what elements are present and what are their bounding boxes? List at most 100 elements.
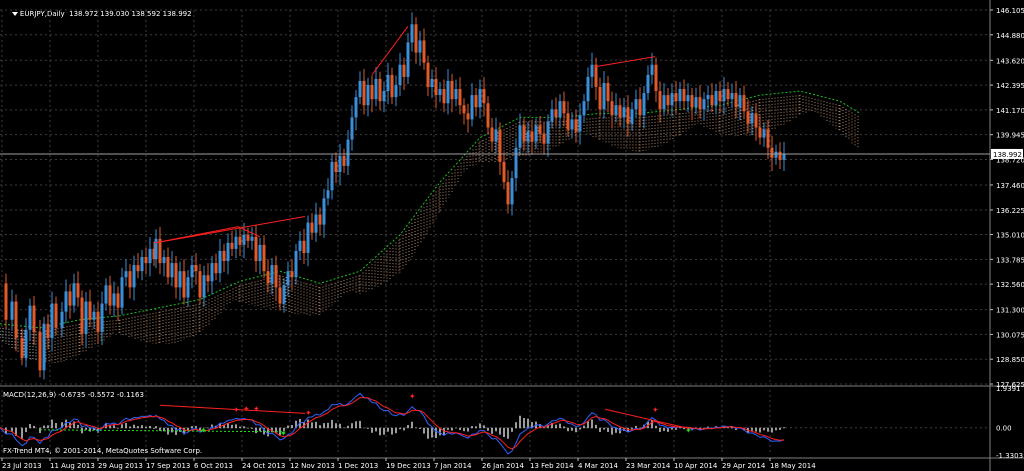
candle-body — [770, 147, 774, 158]
macd-y-tick-label: 1.9391 — [996, 385, 1021, 393]
candle-body — [410, 24, 414, 43]
candle-body — [694, 97, 698, 108]
candle-body — [96, 311, 100, 332]
y-tick-label: 127.625 — [996, 381, 1024, 389]
candle-body — [494, 129, 498, 142]
candle-body — [598, 87, 602, 110]
macd-signal-marker: ✦ — [409, 392, 416, 401]
candle-body — [378, 78, 382, 102]
candle-body — [182, 271, 186, 298]
candle-body — [218, 250, 222, 274]
candle-body — [306, 222, 310, 253]
candle-body — [382, 91, 386, 102]
x-tick-label: 6 Oct 2013 — [194, 462, 233, 470]
candle-body — [112, 293, 116, 306]
candle-body — [746, 111, 750, 124]
candle-body — [262, 244, 266, 272]
candle-body — [92, 311, 96, 320]
candle-body — [338, 155, 342, 173]
divergence-line — [154, 216, 306, 244]
candle-body — [502, 161, 506, 183]
candle-body — [722, 89, 726, 102]
candle-body — [418, 40, 422, 53]
x-tick-label: 1 Dec 2013 — [338, 462, 378, 470]
y-tick-label: 146.105 — [996, 7, 1024, 15]
candle-body — [682, 89, 686, 102]
candle-body — [614, 105, 618, 116]
candles — [4, 12, 786, 380]
candle-body — [322, 198, 326, 225]
candle-body — [762, 129, 766, 138]
y-tick-label: 143.620 — [996, 57, 1024, 65]
x-tick-label: 10 Apr 2014 — [674, 462, 718, 470]
macd-divergence-line — [159, 404, 306, 414]
candle-body — [50, 303, 54, 338]
x-tick-label: 4 Mar 2014 — [578, 462, 618, 470]
candle-body — [574, 119, 578, 132]
candle-body — [302, 240, 306, 253]
x-tick-label: 23 Jul 2013 — [2, 462, 42, 470]
candle-body — [550, 109, 554, 122]
candle-body — [554, 109, 558, 118]
candle-body — [738, 95, 742, 108]
candle-body — [754, 113, 758, 128]
candle-body — [238, 236, 242, 245]
candle-body — [718, 91, 722, 102]
candle-body — [266, 271, 270, 284]
candle-body — [782, 153, 786, 160]
candle-body — [618, 105, 622, 118]
candle-body — [570, 119, 574, 130]
candle-body — [610, 101, 614, 116]
copyright-label: FX-Trend MT4, © 2001-2014, MetaQuotes So… — [3, 447, 203, 455]
candle-body — [350, 117, 354, 140]
x-tick-label: 17 Sep 2013 — [146, 462, 190, 470]
candle-body — [72, 283, 76, 306]
candle-body — [434, 78, 438, 96]
candle-body — [578, 115, 582, 132]
macd-main-line — [0, 392, 785, 455]
candle-body — [702, 99, 706, 110]
candle-body — [630, 109, 634, 124]
candle-body — [370, 84, 374, 100]
x-tick-label: 29 Apr 2014 — [722, 462, 766, 470]
candle-body — [140, 257, 144, 272]
candle-body — [402, 64, 406, 77]
candle-body — [206, 275, 210, 282]
candle-body — [194, 265, 198, 272]
y-tick-label: 132.560 — [996, 281, 1024, 289]
candle-body — [394, 84, 398, 98]
x-tick-label: 12 Nov 2013 — [290, 462, 335, 470]
macd-signal-marker: ✦ — [253, 404, 260, 413]
candle-body — [120, 277, 124, 308]
candle-body — [750, 113, 754, 124]
candle-body — [470, 95, 474, 120]
candle-body — [170, 263, 174, 278]
candle-body — [510, 178, 514, 205]
y-tick-label: 131.300 — [996, 307, 1024, 315]
candle-body — [462, 105, 466, 114]
candle-body — [128, 271, 132, 288]
candle-body — [294, 250, 298, 278]
candle-body — [270, 265, 274, 284]
y-tick-label: 138.720 — [996, 156, 1024, 164]
candle-body — [234, 236, 238, 249]
candle-body — [458, 89, 462, 106]
candle-body — [314, 214, 318, 233]
candle-body — [342, 155, 346, 166]
candle-body — [318, 214, 322, 225]
candle-body — [642, 93, 646, 116]
candle-body — [466, 113, 470, 120]
y-tick-label: 141.170 — [996, 107, 1024, 115]
y-tick-label: 144.880 — [996, 32, 1024, 40]
candle-body — [148, 248, 152, 264]
candle-body — [638, 99, 642, 116]
candle-body — [28, 305, 32, 330]
candle-body — [330, 161, 334, 191]
candle-body — [558, 101, 562, 118]
candle-body — [298, 240, 302, 251]
candle-body — [602, 82, 606, 110]
triangle-down-icon[interactable] — [11, 12, 18, 16]
candle-body — [334, 161, 338, 173]
